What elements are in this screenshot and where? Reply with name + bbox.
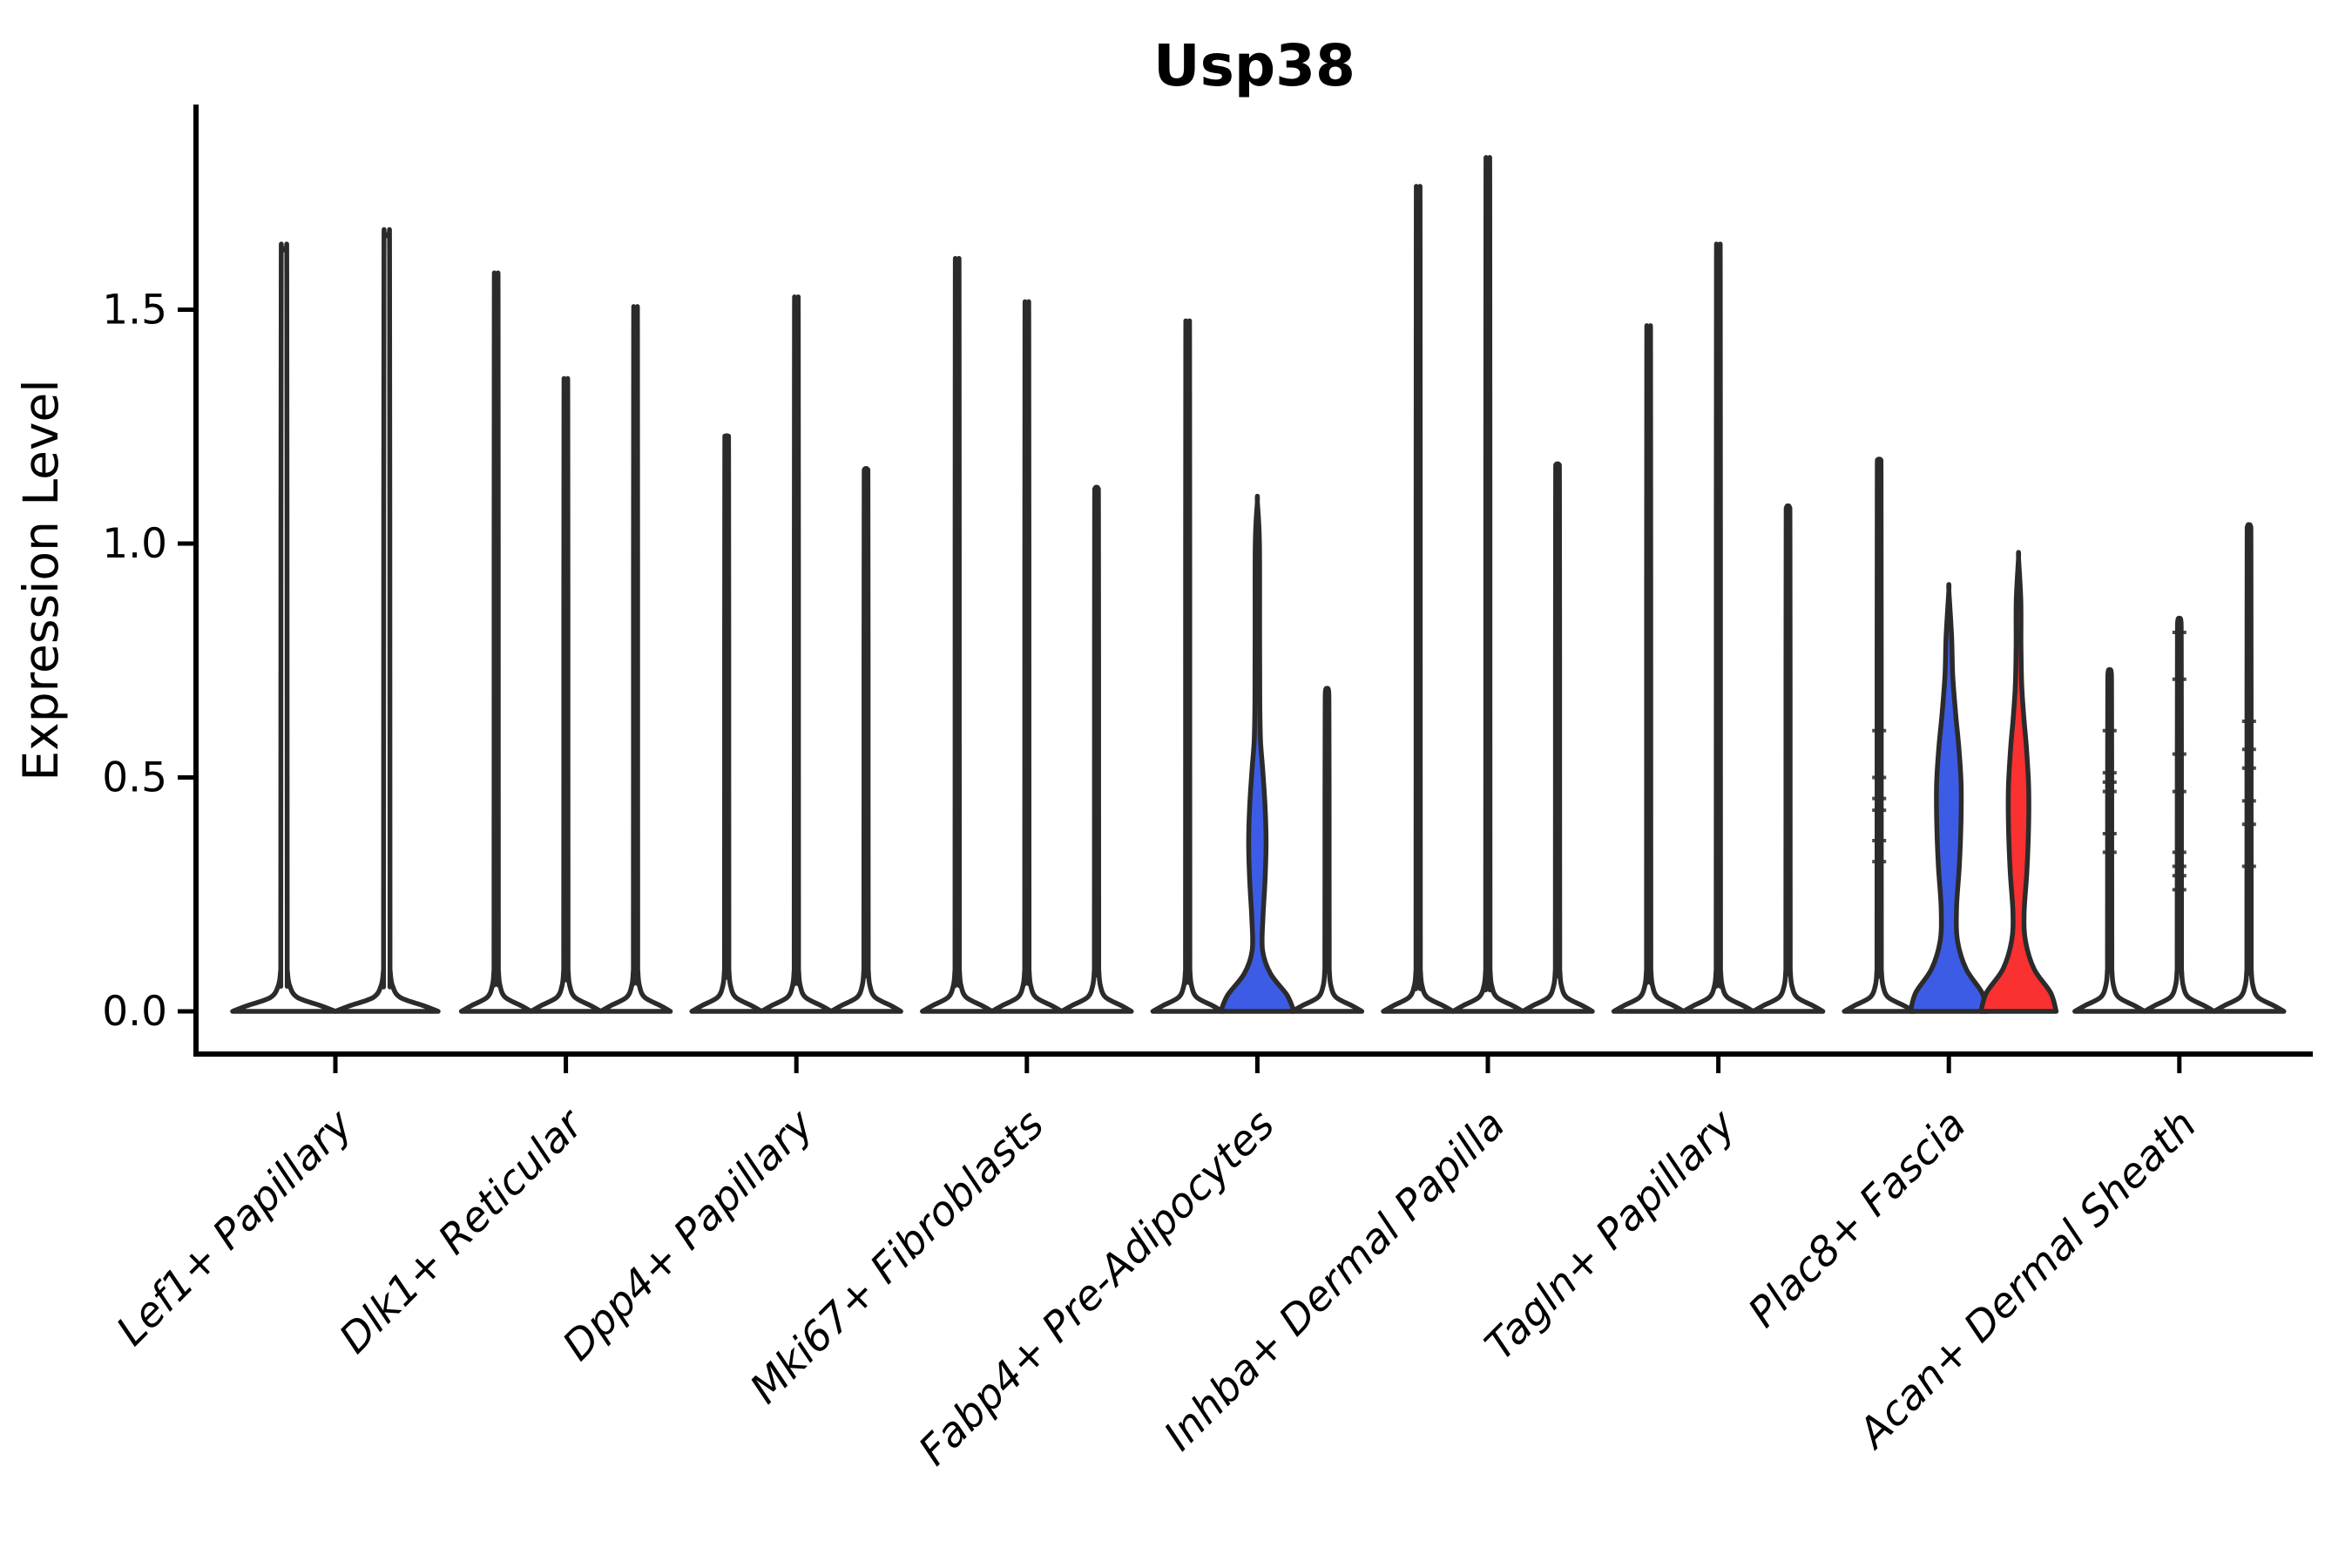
violin-white (333, 226, 441, 1014)
y-tick-label: 1.0 (102, 520, 167, 568)
violin-white (1750, 503, 1826, 1014)
y-axis-label: Expression Level (13, 379, 69, 781)
x-tick-label: Dpp4+ Papillary (554, 1100, 824, 1370)
violin-white (1289, 686, 1365, 1014)
violin-white (1059, 484, 1134, 1014)
violin-white (1611, 323, 1686, 1014)
violin-white (1680, 241, 1756, 1014)
violin-white (990, 299, 1064, 1014)
x-tick-label: Plac8+ Fascia (1740, 1101, 1976, 1337)
violin-white (1150, 318, 1226, 1014)
violin-white (920, 256, 995, 1014)
violin-white (828, 465, 903, 1014)
chart-title: Usp38 (1153, 32, 1355, 99)
x-tick-label: Tagln+ Papillary (1476, 1100, 1746, 1370)
violin-white (1842, 456, 1916, 1014)
violin-white (458, 270, 534, 1014)
violin-white (1450, 155, 1525, 1014)
violin-white (598, 304, 673, 1014)
y-tick-label: 0.5 (102, 754, 167, 802)
violin-white (528, 375, 604, 1014)
violin-white (2142, 615, 2217, 1014)
y-tick-label: 0.0 (102, 988, 167, 1036)
violin-blue (1908, 582, 1990, 1014)
y-tick-label: 1.5 (102, 287, 167, 335)
violin-white (689, 433, 764, 1014)
violin-white (2072, 666, 2147, 1014)
x-tick-label: Dlk1+ Reticular (330, 1099, 594, 1363)
x-tick-label: Lef1+ Papillary (107, 1100, 362, 1355)
violin-white (230, 241, 338, 1014)
violin-white (1520, 461, 1595, 1014)
violin-blue (1218, 493, 1297, 1014)
violin-red (1978, 550, 2059, 1014)
violin-white (1381, 184, 1456, 1014)
violin-white (759, 294, 834, 1014)
